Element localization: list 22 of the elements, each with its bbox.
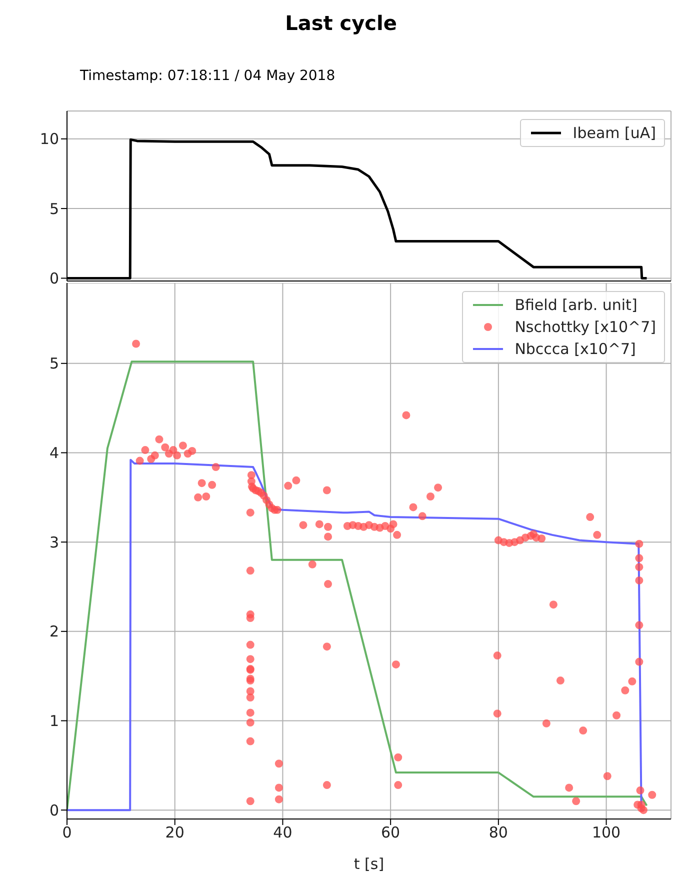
x-tick-label: 0 [62, 824, 72, 842]
y-tick-label: 3 [49, 533, 59, 552]
x-tick-label: 80 [488, 824, 508, 842]
legend-label: Ibeam [uA] [572, 123, 656, 144]
chart-title: Last cycle [284, 10, 398, 37]
x-tick-label: 60 [381, 824, 400, 842]
chart-subtitle: Timestamp: 07:18:11 / 04 May 2018 [79, 67, 336, 86]
y-tick-label: 5 [49, 354, 59, 373]
legend-label: Nschottky [x10^7] [514, 317, 656, 338]
x-tick-label: 100 [592, 824, 621, 842]
y-tick-label: 5 [49, 200, 59, 218]
y-tick-label: 4 [49, 444, 59, 462]
y-tick-label: 2 [49, 622, 59, 641]
y-tick-label: 1 [49, 712, 59, 730]
y-tick-label: 0 [49, 801, 59, 820]
legend-label: Nbccca [x10^7] [514, 339, 636, 360]
x-tick-label: 20 [165, 824, 184, 842]
x-tick-label: 40 [273, 824, 292, 842]
legend-label: Bfield [arb. unit] [514, 295, 638, 316]
y-tick-label: 10 [40, 130, 59, 148]
y-tick-label: 0 [49, 270, 59, 288]
x-axis-title: t [s] [354, 855, 384, 873]
